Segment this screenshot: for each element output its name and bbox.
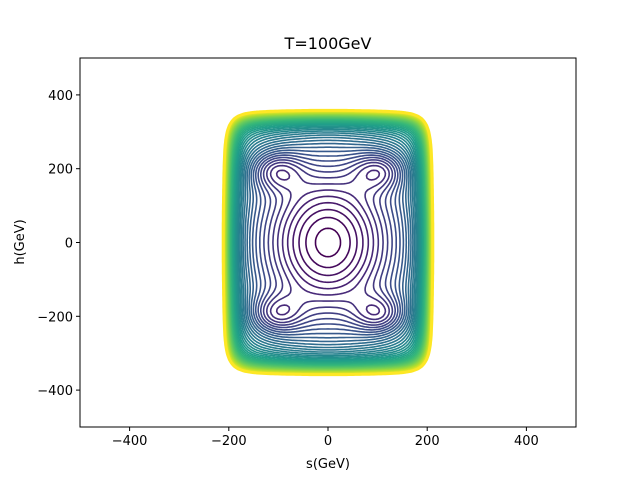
chart-title: T=100GeV bbox=[284, 34, 372, 53]
contour-level bbox=[239, 132, 417, 353]
contour-level bbox=[314, 227, 342, 258]
contour-level bbox=[298, 208, 358, 277]
contour-level bbox=[305, 216, 351, 269]
contour-level bbox=[248, 146, 408, 339]
x-axis-ticks: −400 −200 0 200 400 bbox=[112, 427, 539, 449]
contour-level bbox=[251, 149, 405, 336]
x-axis-label: s(GeV) bbox=[306, 457, 350, 472]
contour-level bbox=[240, 134, 416, 351]
contour-level bbox=[262, 159, 394, 326]
contour-level bbox=[226, 114, 430, 371]
x-tick-label: −200 bbox=[211, 434, 247, 449]
contour-level bbox=[246, 142, 410, 343]
contour-level bbox=[266, 161, 390, 324]
contour-level bbox=[233, 124, 423, 361]
contour-level bbox=[275, 169, 381, 316]
contour-level bbox=[236, 128, 420, 357]
x-tick-label: 0 bbox=[324, 434, 332, 449]
contour-lines bbox=[221, 108, 435, 377]
contour-level bbox=[242, 136, 414, 349]
y-tick-label: −400 bbox=[37, 384, 73, 399]
contour-level bbox=[269, 164, 387, 321]
x-tick-label: −400 bbox=[112, 434, 148, 449]
contour-level bbox=[257, 154, 399, 331]
contour-level bbox=[232, 123, 424, 362]
contour-level bbox=[221, 108, 435, 377]
contour-level bbox=[235, 127, 421, 358]
x-tick-label: 400 bbox=[514, 434, 539, 449]
y-tick-label: −200 bbox=[37, 310, 73, 325]
contour-level bbox=[260, 156, 396, 329]
contour-level bbox=[292, 201, 364, 284]
y-tick-label: 400 bbox=[48, 89, 73, 104]
contour-level bbox=[237, 130, 419, 355]
y-tick-label: 200 bbox=[48, 163, 73, 178]
contour-level bbox=[254, 151, 402, 334]
contour-level bbox=[244, 139, 412, 346]
contour-level bbox=[231, 122, 425, 363]
x-tick-label: 200 bbox=[415, 434, 440, 449]
y-tick-label: 0 bbox=[65, 237, 73, 252]
y-axis-label: h(GeV) bbox=[13, 219, 28, 264]
contour-level bbox=[226, 115, 430, 370]
y-axis-ticks: −400 −200 0 200 400 bbox=[37, 89, 80, 399]
contour-level bbox=[286, 195, 370, 290]
contour-level bbox=[234, 125, 422, 360]
